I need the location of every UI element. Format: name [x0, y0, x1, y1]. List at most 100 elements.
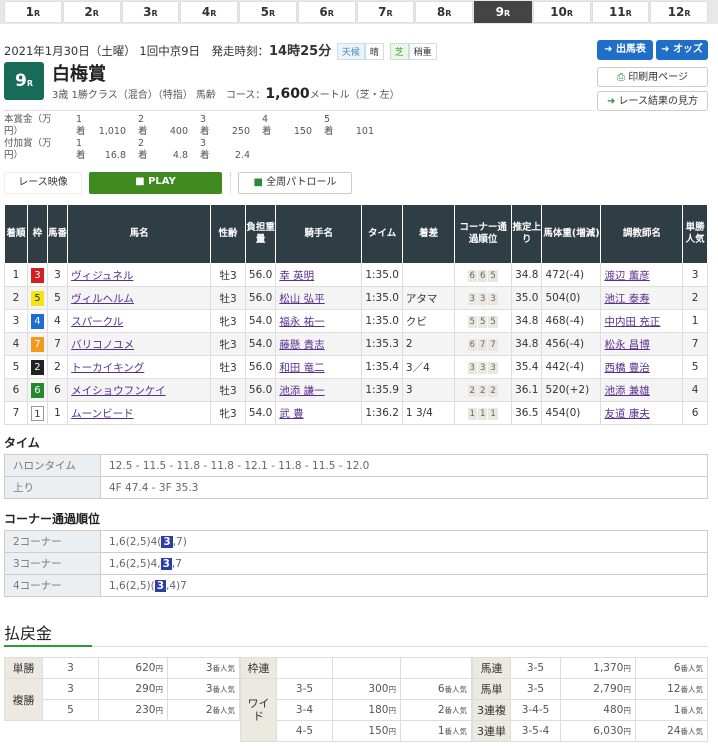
jockey-link[interactable]: 池添 謙一 [279, 384, 325, 397]
odds-button[interactable]: ➜ オッズ [656, 40, 708, 60]
yen-unit: 円 [623, 685, 631, 694]
race-tab-5[interactable]: 5R [239, 1, 297, 23]
sex-age: 牝3 [210, 332, 246, 356]
horse-number: 3 [46, 263, 69, 287]
trainer-link[interactable]: 渡辺 薫彦 [604, 269, 650, 282]
last-3f: 34.8 [511, 309, 543, 333]
time: 1:35.0 [361, 263, 403, 287]
print-page-button[interactable]: ⎙ 印刷用ページ [597, 67, 708, 87]
time-section-title: タイム [4, 436, 40, 450]
video-camera-icon: ■ [135, 176, 145, 187]
trainer-link[interactable]: 池江 泰寿 [604, 292, 650, 305]
jockey-link[interactable]: 和田 竜二 [279, 361, 325, 374]
race-tab-12[interactable]: 12R [650, 1, 708, 23]
race-tab-3[interactable]: 3R [121, 1, 180, 23]
race-tab-7[interactable]: 7R [356, 1, 415, 23]
results-guide-button[interactable]: ➜ レース結果の見方 [597, 91, 708, 111]
combo: 3 [42, 678, 99, 700]
corner-position: 3 [488, 361, 498, 374]
prize-place: 3 [200, 138, 207, 149]
trainer-cell: 中内田 充正 [600, 309, 684, 333]
race-tab-6[interactable]: 6R [297, 1, 356, 23]
popularity: 7 [682, 332, 708, 356]
race-tab-4[interactable]: 4R [180, 1, 238, 23]
horse-name-link[interactable]: ヴィルヘルム [71, 292, 134, 305]
last-3f: 35.4 [511, 355, 543, 379]
jockey-cell: 幸 英明 [275, 263, 363, 287]
corner-order-pre: 1,6(2,5)4( [109, 535, 162, 548]
trainer-cell: 西橋 豊治 [600, 355, 684, 379]
track-label: 芝 [389, 43, 409, 60]
race-tab-1[interactable]: 1R [4, 1, 62, 23]
distance: 1,600 [265, 86, 310, 102]
payout-popularity: 2 [205, 704, 213, 716]
payout-win-place-table: 単勝 3 620円 3番人気 複勝 3 290円 3番人気 5 230円 2番人気 [4, 657, 241, 721]
patrol-label: 全周パトロール [266, 177, 337, 188]
race-tab-suffix: R [625, 9, 632, 18]
column-header: 枠 [26, 204, 48, 264]
jockey-link[interactable]: 武 豊 [279, 407, 304, 420]
horse-name-link[interactable]: ムーンビード [71, 407, 134, 420]
body-weight: 442(-4) [541, 355, 602, 379]
race-tab-suffix: R [503, 9, 511, 18]
race-tab-11[interactable]: 11R [591, 1, 650, 23]
race-tab-number: 12 [667, 5, 685, 19]
bet-type: 3連単 [472, 720, 511, 742]
trainer-link[interactable]: 中内田 充正 [604, 315, 661, 328]
prize-amount: 16.8 [104, 150, 126, 161]
rank: 2 [4, 286, 28, 310]
margin: 2 [401, 332, 456, 356]
patrol-video-button[interactable]: ■ 全周パトロール [238, 172, 352, 194]
bracket: 5 [26, 286, 48, 310]
column-header: 調教師名 [600, 204, 684, 264]
play-video-button[interactable]: ■ PLAY [89, 172, 222, 194]
horse-name-link[interactable]: スパークル [71, 315, 124, 328]
corner-position: 3 [467, 361, 477, 374]
yen-unit: 円 [388, 685, 396, 694]
race-tab-number: 4 [201, 5, 211, 19]
body-weight: 472(-4) [541, 263, 602, 287]
popularity: 1 [682, 309, 708, 333]
weight-carried: 56.0 [244, 355, 277, 379]
result-row: 5 2 2 トーカイキング 牡3 56.0 和田 竜二 1:35.4 3／4 3… [4, 355, 708, 379]
horse-name-link[interactable]: トーカイキング [71, 361, 145, 374]
rank: 7 [4, 401, 28, 425]
race-date: 2021年1月30日（土曜） 1回中京9日 発走時刻： [4, 44, 270, 58]
race-tab-suffix: R [327, 9, 334, 18]
jockey-cell: 福永 祐一 [275, 309, 363, 333]
column-header: 着順 [4, 204, 28, 264]
trainer-link[interactable]: 松永 昌博 [604, 338, 650, 351]
horse-name-link[interactable]: バリコノユメ [71, 338, 135, 351]
jockey-link[interactable]: 福永 祐一 [279, 315, 325, 328]
time: 1:35.4 [361, 355, 403, 379]
weight-carried: 56.0 [244, 263, 277, 287]
trainer-link[interactable]: 池添 兼雄 [604, 384, 650, 397]
horse-name-link[interactable]: ヴィジュネル [71, 269, 134, 282]
popularity: 6 [682, 401, 708, 425]
race-tab-8[interactable]: 8R [415, 1, 473, 23]
jockey-link[interactable]: 藤懸 貴志 [279, 338, 325, 351]
margin: 3／4 [401, 355, 456, 379]
entries-button[interactable]: ➜ 出馬表 [597, 40, 653, 60]
horse-name-link[interactable]: メイショウフンケイ [71, 384, 166, 397]
prize-amount: 4.8 [172, 150, 188, 161]
trainer-link[interactable]: 西橋 豊治 [604, 361, 650, 374]
race-tab-10[interactable]: 10R [532, 1, 591, 23]
sex-age: 牝3 [210, 309, 246, 333]
jockey-link[interactable]: 松山 弘平 [279, 292, 325, 305]
entries-label: 出馬表 [615, 44, 646, 55]
payout-amount: 2,790 [593, 683, 624, 695]
weight-carried: 56.0 [244, 286, 277, 310]
column-header: 負担重量 [244, 204, 277, 264]
race-tab-9[interactable]: 9R [474, 1, 532, 23]
corner-label: 2コーナー [4, 530, 101, 553]
payout-exotic-table: 馬連 3-5 1,370円 6番人気 馬単 3-5 2,790円 12番人気 3連複 3-4-5 4… [472, 657, 709, 742]
trainer-link[interactable]: 友道 康夫 [604, 407, 650, 420]
race-tab-2[interactable]: 2R [62, 1, 121, 23]
weight-carried: 54.0 [244, 332, 277, 356]
jockey-link[interactable]: 幸 英明 [279, 269, 315, 282]
corner-order-pre: 1,6(2,5)( [109, 579, 155, 592]
time-row: ハロンタイム 12.5 - 11.5 - 11.8 - 11.8 - 12.1 -… [4, 454, 708, 477]
